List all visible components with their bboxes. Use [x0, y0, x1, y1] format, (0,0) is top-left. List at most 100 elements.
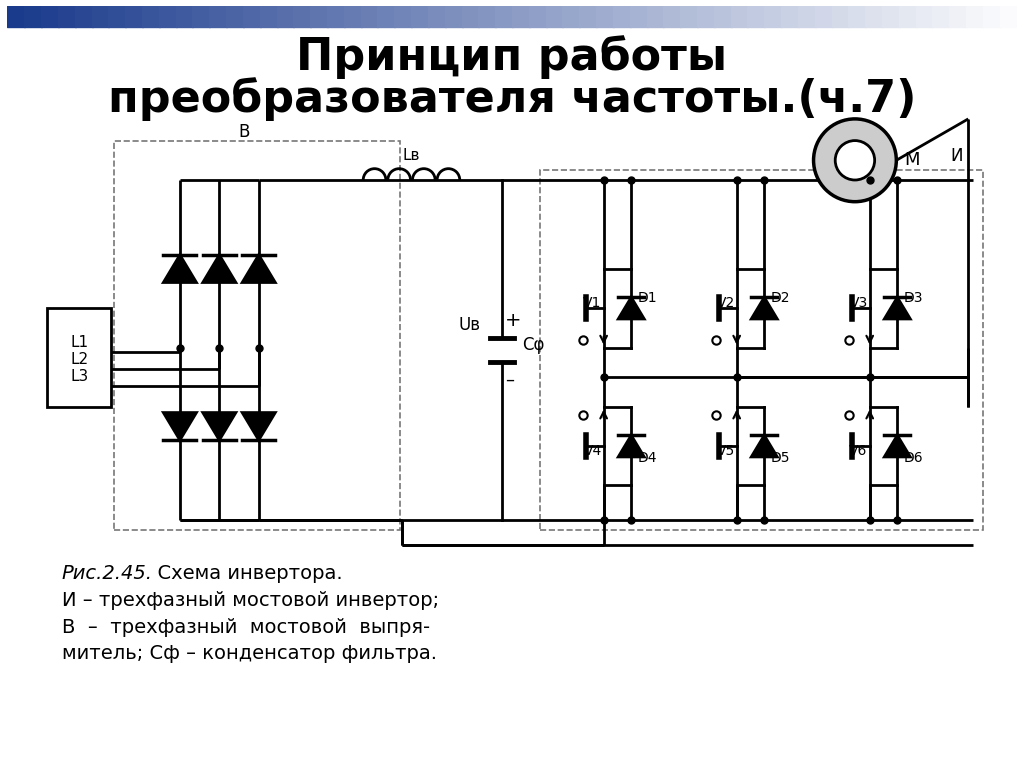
Text: И: И: [951, 147, 964, 165]
Text: D2: D2: [770, 291, 790, 305]
Bar: [7, 5, 26, 28]
Bar: [528, 5, 547, 28]
Bar: [142, 5, 160, 28]
Bar: [966, 5, 984, 28]
Polygon shape: [203, 413, 236, 440]
Bar: [540, 170, 983, 530]
Bar: [327, 5, 345, 28]
Bar: [25, 5, 42, 28]
Bar: [596, 5, 614, 28]
Bar: [915, 5, 934, 28]
Bar: [613, 5, 631, 28]
Bar: [949, 5, 967, 28]
Bar: [428, 5, 445, 28]
Bar: [260, 5, 278, 28]
Bar: [159, 5, 176, 28]
Text: Принцип работы: Принцип работы: [296, 35, 728, 79]
Bar: [310, 5, 328, 28]
Bar: [697, 5, 715, 28]
Bar: [580, 5, 597, 28]
Text: D1: D1: [637, 291, 656, 305]
Bar: [781, 5, 799, 28]
Bar: [462, 5, 479, 28]
Text: В: В: [239, 123, 250, 140]
Bar: [512, 5, 529, 28]
Bar: [344, 5, 361, 28]
Circle shape: [813, 119, 896, 202]
Bar: [243, 5, 261, 28]
Bar: [562, 5, 581, 28]
Bar: [444, 5, 463, 28]
Bar: [731, 5, 749, 28]
Bar: [193, 5, 210, 28]
Polygon shape: [618, 435, 644, 457]
Polygon shape: [885, 298, 910, 319]
Bar: [680, 5, 698, 28]
Bar: [114, 140, 399, 530]
Text: Uв: Uв: [459, 316, 480, 334]
Bar: [664, 5, 681, 28]
Bar: [748, 5, 765, 28]
Bar: [933, 5, 950, 28]
Bar: [496, 5, 513, 28]
Bar: [630, 5, 647, 28]
Bar: [47, 308, 111, 407]
Bar: [109, 5, 126, 28]
Polygon shape: [203, 255, 236, 282]
Polygon shape: [618, 298, 644, 319]
Text: L1: L1: [71, 335, 88, 350]
Bar: [394, 5, 412, 28]
Bar: [646, 5, 665, 28]
Text: Схема инвертора.: Схема инвертора.: [145, 565, 343, 584]
Polygon shape: [885, 435, 910, 457]
Bar: [209, 5, 227, 28]
Bar: [75, 5, 92, 28]
Bar: [411, 5, 429, 28]
Bar: [899, 5, 916, 28]
Bar: [226, 5, 244, 28]
Bar: [478, 5, 497, 28]
Polygon shape: [752, 298, 777, 319]
Text: В  –  трехфазный  мостовой  выпря-: В – трехфазный мостовой выпря-: [61, 617, 430, 637]
Bar: [276, 5, 294, 28]
Polygon shape: [164, 413, 197, 440]
Bar: [815, 5, 833, 28]
Text: D3: D3: [903, 291, 923, 305]
Circle shape: [836, 140, 874, 180]
Text: Сφ: Сφ: [522, 336, 544, 354]
Text: D6: D6: [903, 451, 923, 465]
Text: M: M: [904, 151, 920, 170]
Text: +: +: [505, 311, 521, 330]
Text: V1: V1: [584, 296, 602, 310]
Text: V3: V3: [850, 296, 867, 310]
Bar: [378, 5, 395, 28]
Text: V4: V4: [584, 444, 602, 458]
Text: V5: V5: [717, 444, 734, 458]
Bar: [176, 5, 194, 28]
Bar: [714, 5, 731, 28]
Text: –: –: [505, 370, 514, 389]
Bar: [865, 5, 883, 28]
Text: Lв: Lв: [402, 148, 420, 163]
Text: митель; Сф – конденсатор фильтра.: митель; Сф – конденсатор фильтра.: [61, 644, 436, 663]
Bar: [41, 5, 59, 28]
Polygon shape: [243, 413, 275, 440]
Polygon shape: [243, 255, 275, 282]
Text: D5: D5: [770, 451, 790, 465]
Text: И – трехфазный мостовой инвертор;: И – трехфазный мостовой инвертор;: [61, 591, 438, 610]
Bar: [360, 5, 379, 28]
Bar: [125, 5, 143, 28]
Bar: [764, 5, 782, 28]
Bar: [798, 5, 816, 28]
Bar: [293, 5, 311, 28]
Polygon shape: [752, 435, 777, 457]
Text: L3: L3: [71, 369, 88, 384]
Bar: [848, 5, 866, 28]
Bar: [983, 5, 1000, 28]
Text: V6: V6: [849, 444, 867, 458]
Bar: [58, 5, 76, 28]
Bar: [831, 5, 849, 28]
Text: преобразователя частоты.(ч.7): преобразователя частоты.(ч.7): [108, 77, 916, 121]
Bar: [999, 5, 1018, 28]
Bar: [546, 5, 563, 28]
